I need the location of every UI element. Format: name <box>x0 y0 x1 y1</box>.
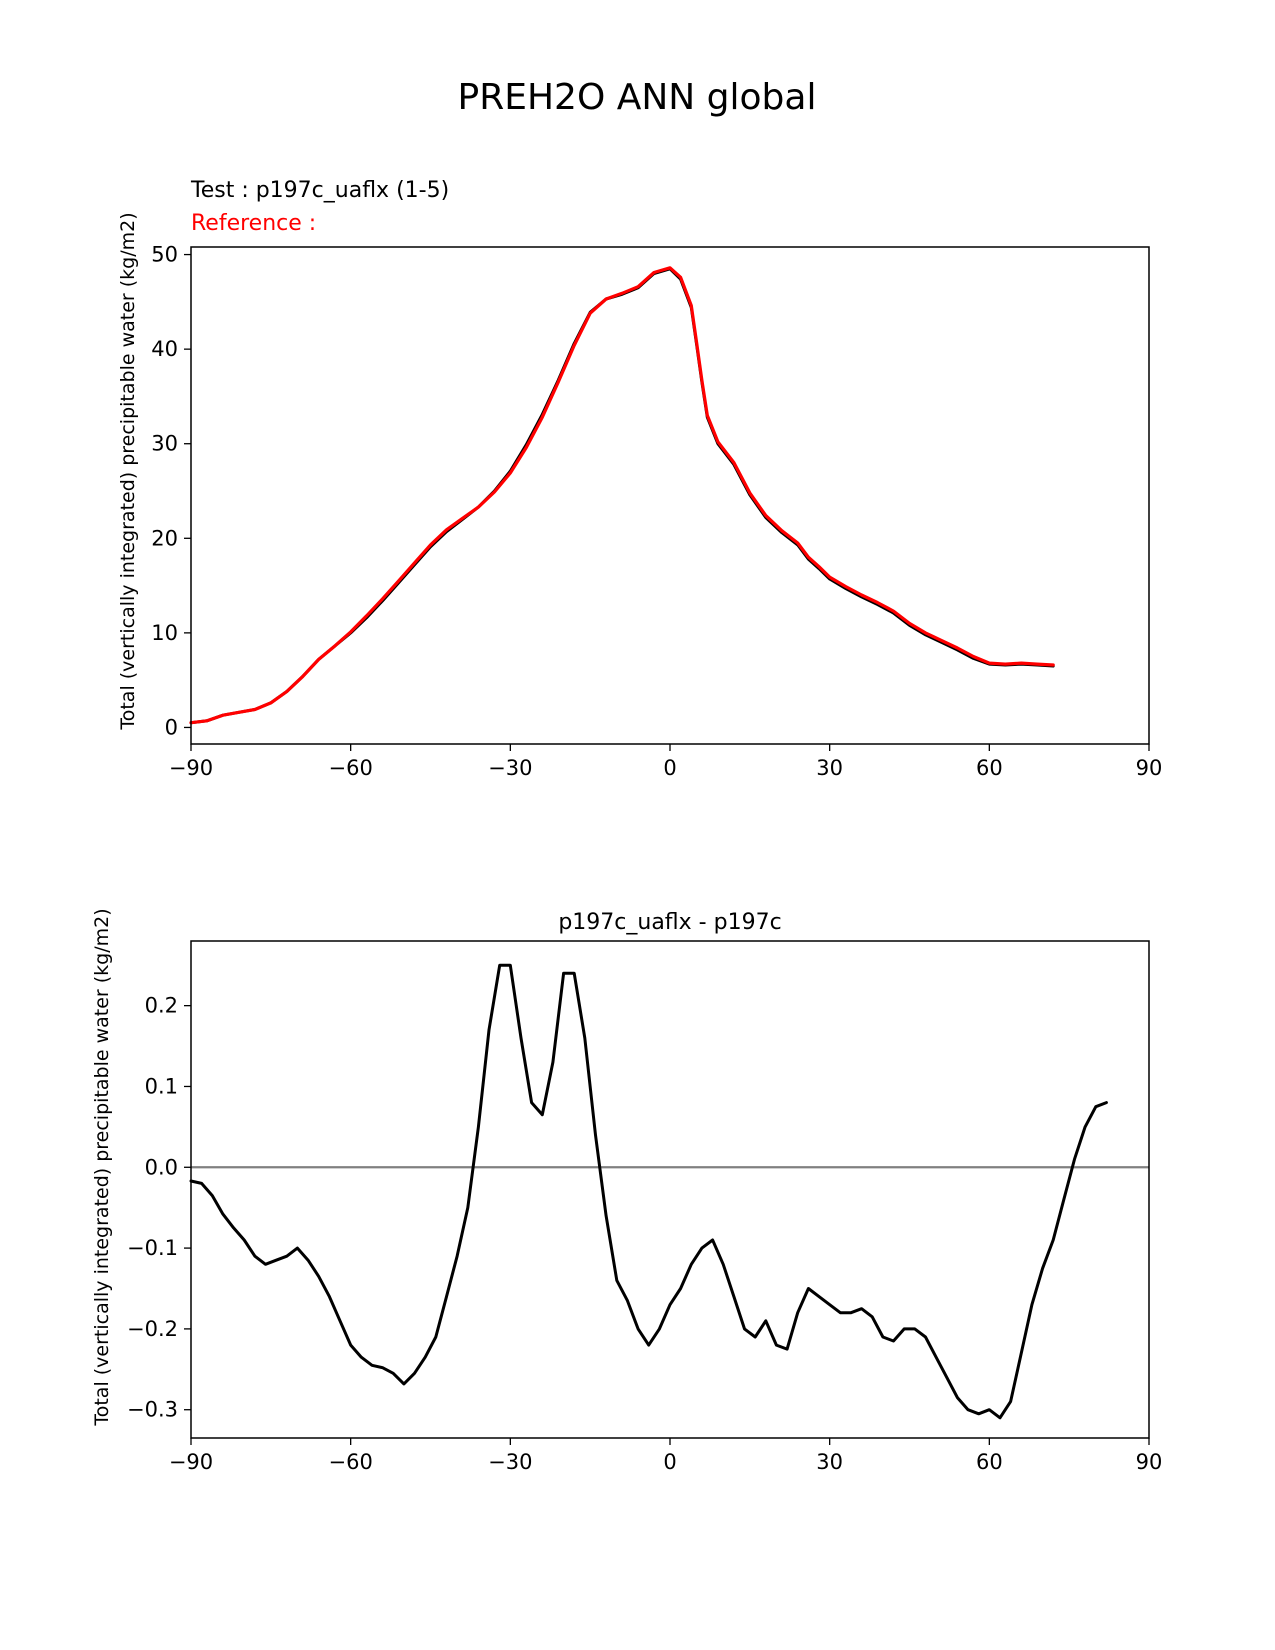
top-panel: Test : p197c_uaflx (1-5) Reference : Tot… <box>117 178 1162 780</box>
bottom-y-tick-label: −0.3 <box>127 1398 178 1422</box>
bottom-series-lines <box>189 963 1149 1420</box>
bottom-y-tick-label: −0.1 <box>127 1236 178 1260</box>
bottom-y-tick-label: −0.2 <box>127 1317 178 1341</box>
bottom-x-tick-label: 0 <box>663 1450 676 1474</box>
bottom-chart-title: p197c_uaflx - p197c <box>558 910 781 935</box>
bottom-axis-ticks: −90 −60 −30 0 30 60 90 −0.3 −0.2 −0.1 0.0 0.1 0.2 <box>127 994 1162 1474</box>
bottom-x-tick-label: 60 <box>976 1450 1003 1474</box>
top-axes-frame <box>190 246 1150 745</box>
top-x-tick-label: 90 <box>1136 756 1163 780</box>
top-series-reference-line <box>189 266 1055 725</box>
top-x-tick-label: −30 <box>488 756 532 780</box>
bottom-y-tick-label: 0.0 <box>145 1155 178 1179</box>
top-y-tick-label: 0 <box>165 715 178 739</box>
top-y-tick-label: 40 <box>151 337 178 361</box>
bottom-x-tick-label: −60 <box>329 1450 373 1474</box>
top-series-test-line <box>189 267 1055 725</box>
bottom-y-tick-label: 0.1 <box>145 1074 178 1098</box>
top-x-tick-label: −90 <box>169 756 213 780</box>
top-y-tick-label: 30 <box>151 432 178 456</box>
bottom-series-difference-line <box>189 963 1108 1420</box>
top-x-tick-label: 30 <box>816 756 843 780</box>
top-y-tick-label: 50 <box>151 243 178 267</box>
bottom-y-tick-label: 0.2 <box>145 994 178 1018</box>
top-y-tick-label: 10 <box>151 621 178 645</box>
bottom-x-tick-label: −30 <box>488 1450 532 1474</box>
top-x-tick-label: −60 <box>329 756 373 780</box>
top-y-tick-label: 20 <box>151 526 178 550</box>
top-x-tick-label: 0 <box>663 756 676 780</box>
bottom-x-tick-label: 30 <box>816 1450 843 1474</box>
bottom-axes-frame <box>190 940 1150 1439</box>
bottom-x-tick-label: 90 <box>1136 1450 1163 1474</box>
top-x-tick-label: 60 <box>976 756 1003 780</box>
top-axis-ticks: −90 −60 −30 0 30 60 90 0 10 20 30 40 50 <box>151 243 1162 780</box>
reference-label: Reference : <box>191 211 316 236</box>
bottom-x-tick-label: −90 <box>169 1450 213 1474</box>
bottom-y-axis-label: Total (vertically integrated) precipitab… <box>91 908 113 1426</box>
bottom-panel: p197c_uaflx - p197c Total (vertically in… <box>91 908 1162 1474</box>
figure-title: PREH2O ANN global <box>458 77 817 118</box>
top-series-lines <box>189 266 1055 725</box>
top-y-axis-label: Total (vertically integrated) precipitab… <box>117 212 139 730</box>
test-label: Test : p197c_uaflx (1-5) <box>190 178 449 203</box>
